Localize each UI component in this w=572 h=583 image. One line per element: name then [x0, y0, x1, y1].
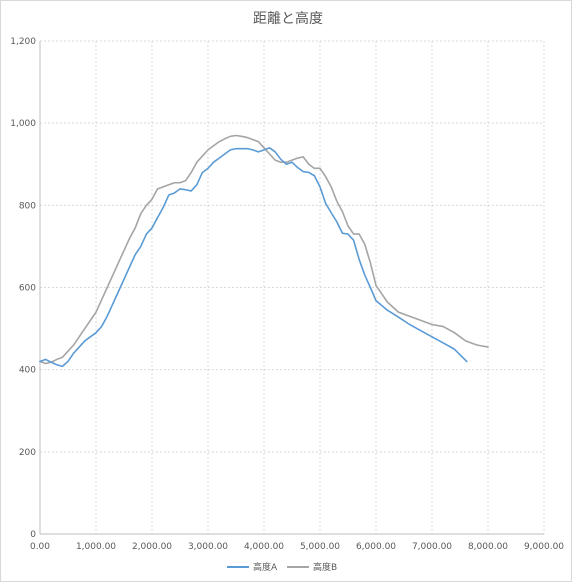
y-tick-label: 600 — [19, 284, 36, 294]
y-tick-label: 1,000 — [10, 119, 36, 129]
legend-label: 高度A — [253, 561, 278, 573]
y-tick-label: 400 — [19, 366, 36, 376]
x-tick-label: 8,000.00 — [468, 542, 508, 552]
series-lines — [39, 134, 489, 368]
legend-label: 高度B — [313, 561, 337, 573]
series-line-b — [39, 134, 489, 365]
axis-tick-labels: 0.00 1,000.00 2,000.00 3,000.00 4,000.00 5,00… — [10, 37, 564, 552]
x-tick-label: 6,000.00 — [356, 542, 396, 552]
x-tick-label: 9,000.00 — [524, 542, 564, 552]
chart-title: 距離と高度 — [253, 10, 323, 27]
legend: 高度A 高度B — [227, 561, 337, 573]
x-tick-label: 0.00 — [30, 542, 50, 552]
series-line-a — [39, 147, 468, 368]
grid — [39, 40, 545, 535]
x-tick-label: 2,000.00 — [132, 542, 172, 552]
x-tick-label: 4,000.00 — [244, 542, 284, 552]
y-tick-label: 1,200 — [10, 37, 36, 47]
x-tick-label: 7,000.00 — [412, 542, 452, 552]
y-tick-label: 0 — [30, 530, 36, 540]
x-tick-label: 3,000.00 — [188, 542, 228, 552]
x-tick-label: 1,000.00 — [76, 542, 116, 552]
y-tick-label: 800 — [19, 201, 36, 211]
y-tick-label: 200 — [19, 448, 36, 458]
x-tick-label: 5,000.00 — [300, 542, 340, 552]
